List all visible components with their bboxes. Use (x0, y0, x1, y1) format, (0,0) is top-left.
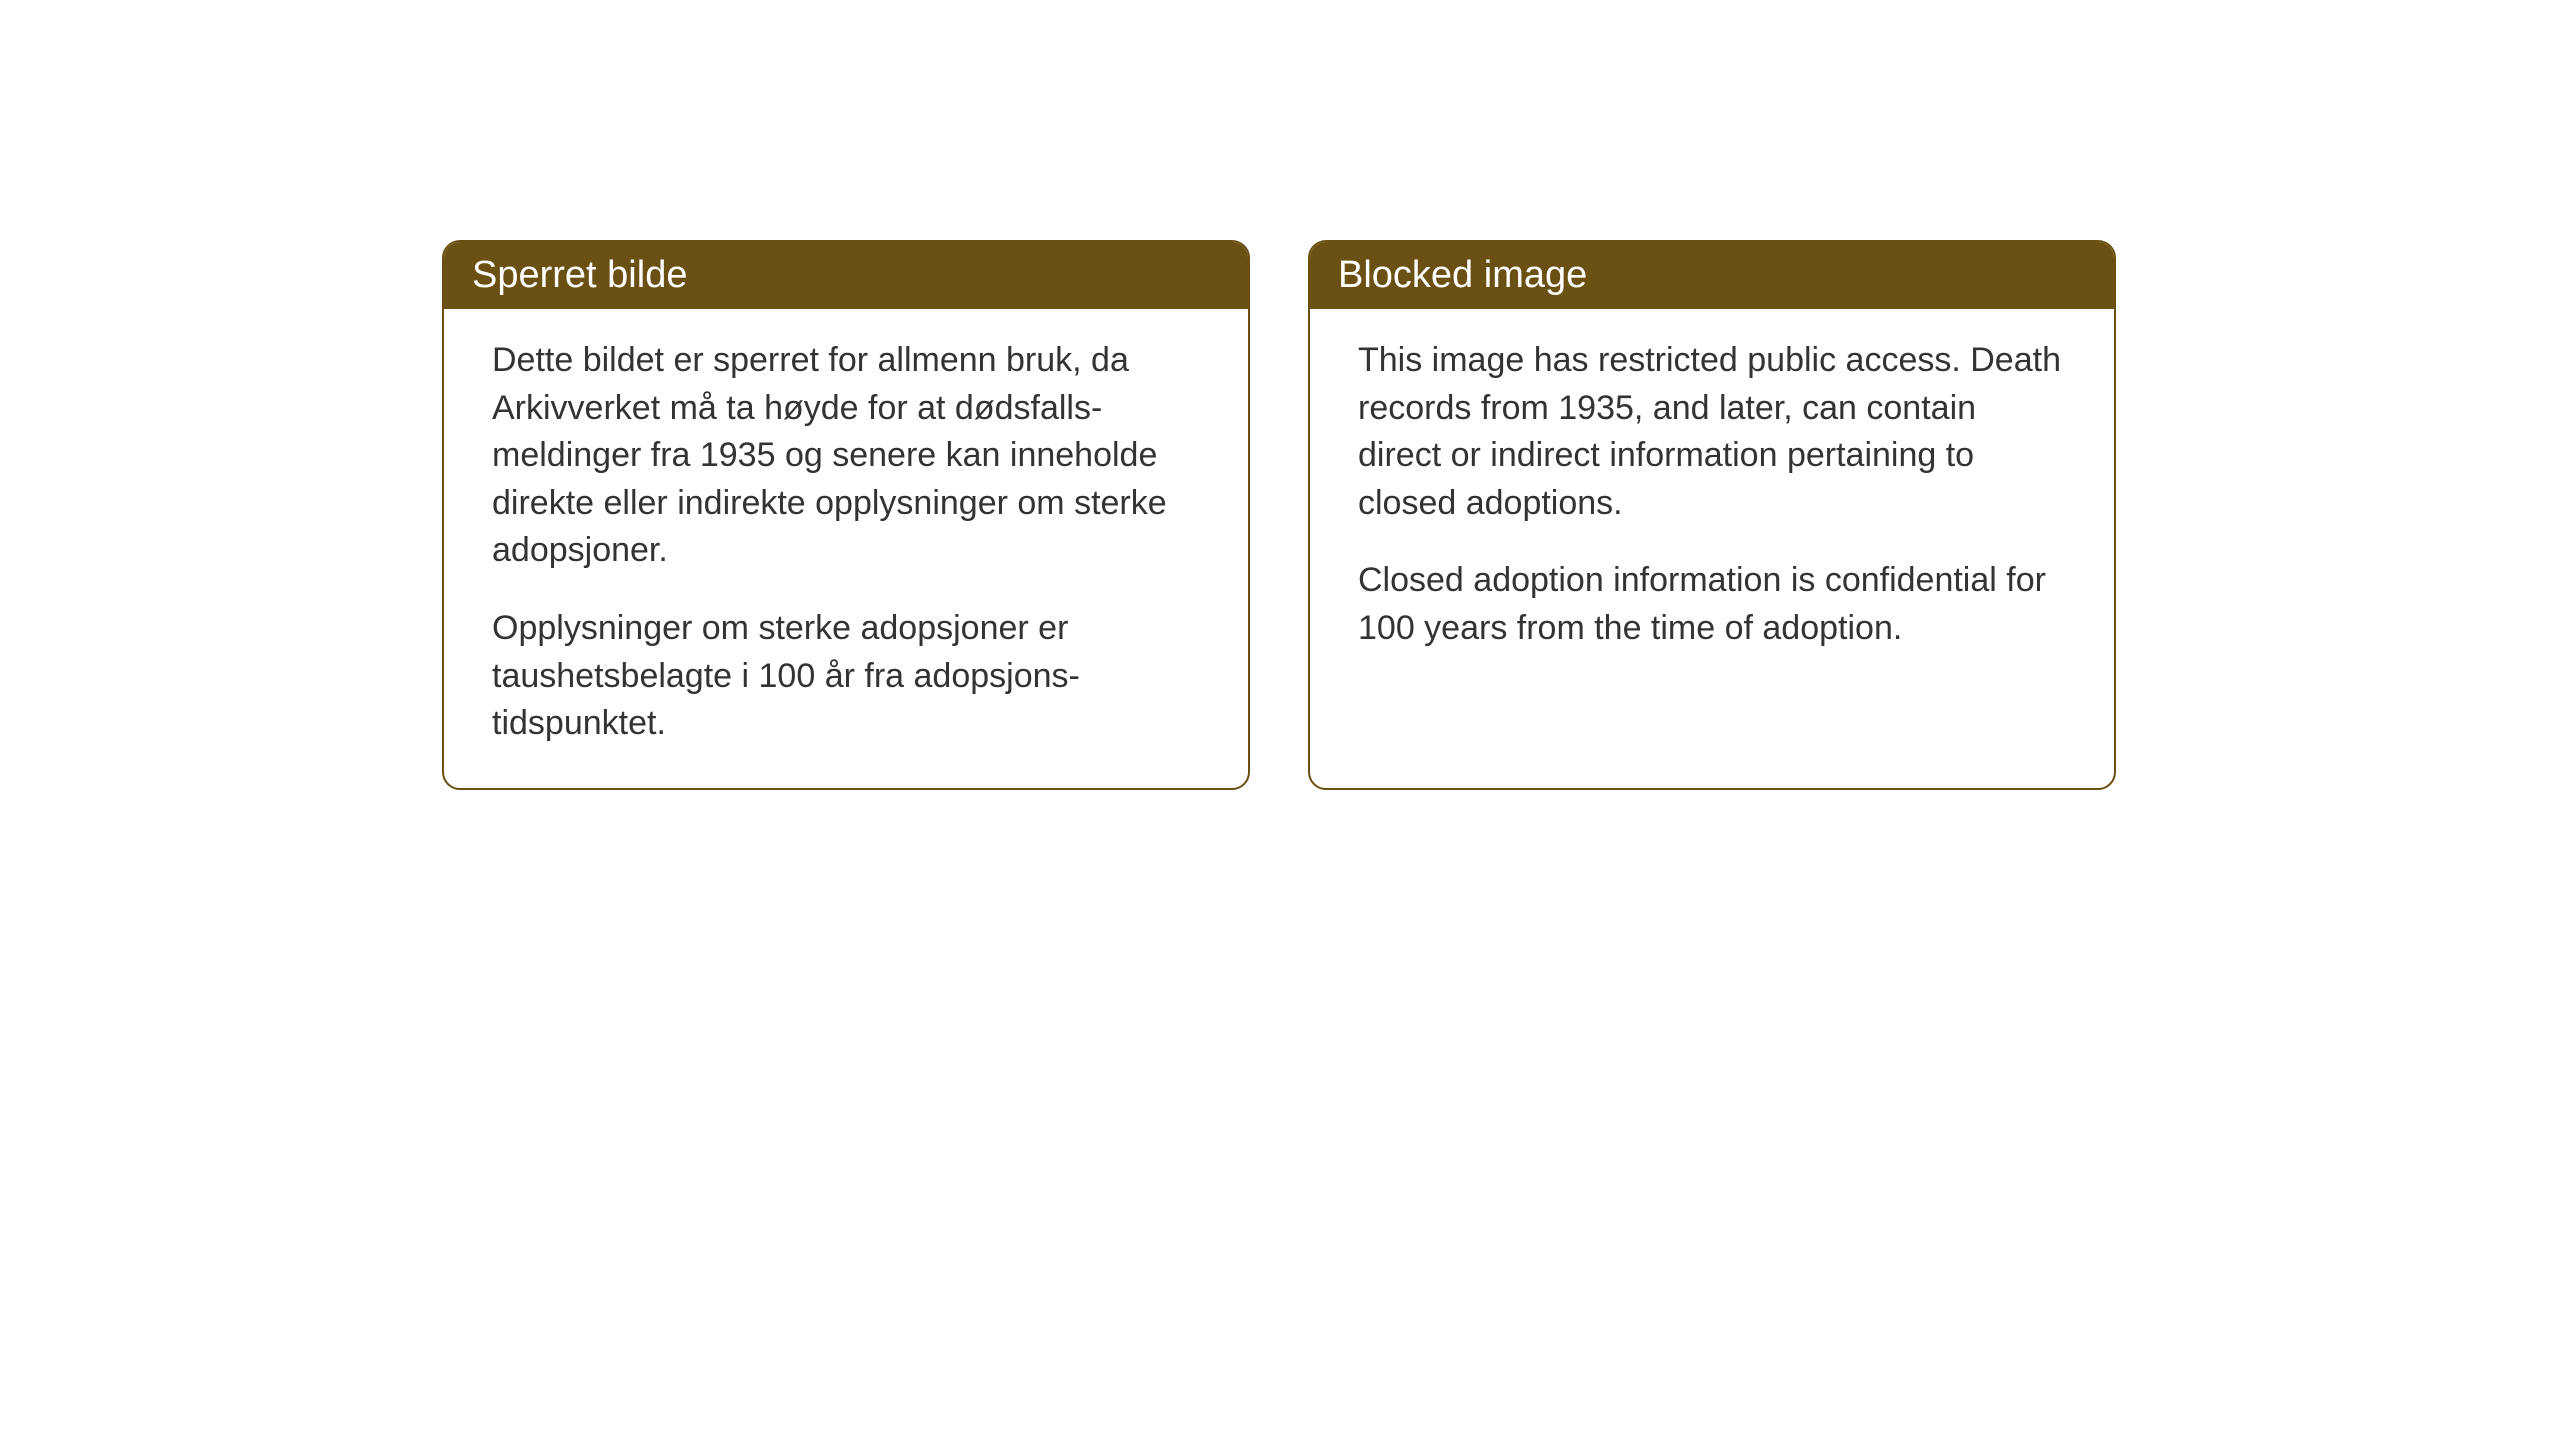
card-paragraph-1-norwegian: Dette bildet er sperret for allmenn bruk… (492, 337, 1200, 575)
card-header-english: Blocked image (1310, 242, 2114, 309)
notice-cards-container: Sperret bilde Dette bildet er sperret fo… (442, 240, 2116, 790)
card-header-norwegian: Sperret bilde (444, 242, 1248, 309)
card-paragraph-2-norwegian: Opplysninger om sterke adopsjoner er tau… (492, 605, 1200, 748)
card-body-norwegian: Dette bildet er sperret for allmenn bruk… (444, 309, 1248, 788)
notice-card-english: Blocked image This image has restricted … (1308, 240, 2116, 790)
card-title-norwegian: Sperret bilde (472, 254, 687, 296)
card-body-english: This image has restricted public access.… (1310, 309, 2114, 693)
card-title-english: Blocked image (1338, 254, 1587, 296)
card-paragraph-1-english: This image has restricted public access.… (1358, 337, 2066, 527)
notice-card-norwegian: Sperret bilde Dette bildet er sperret fo… (442, 240, 1250, 790)
card-paragraph-2-english: Closed adoption information is confident… (1358, 557, 2066, 652)
